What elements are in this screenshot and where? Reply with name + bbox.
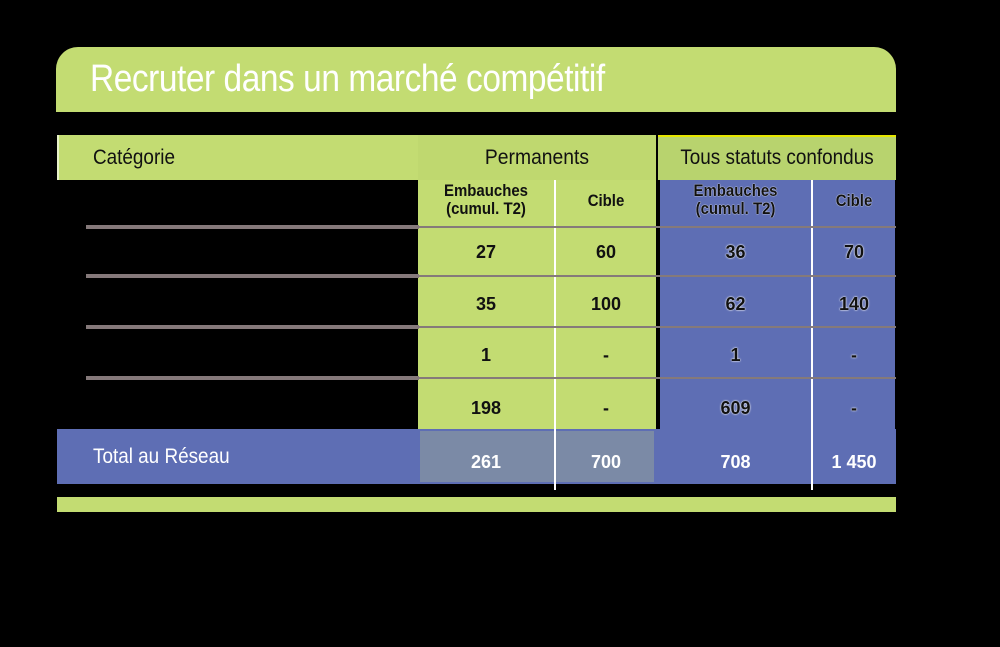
cell-tous-cible: - <box>851 398 857 418</box>
total-divider <box>554 429 556 487</box>
permanents-column <box>418 135 656 429</box>
total-divider <box>811 429 813 487</box>
permanents-column-divider <box>554 180 556 490</box>
cell-perm-embauches: 27 <box>475 242 497 262</box>
total-label: Total au Réseau <box>93 445 230 468</box>
cell-tous-embauches: 62 <box>725 294 746 314</box>
cell-tous-cible: 140 <box>838 294 870 314</box>
cell-tous-cible: 70 <box>843 242 865 262</box>
cell-perm-cible: - <box>603 398 609 418</box>
cell-tous-embauches: 609 <box>720 398 751 418</box>
cell-perm-embauches: 35 <box>475 294 497 314</box>
row-separator <box>86 376 419 380</box>
total-permanents-block <box>420 431 654 482</box>
perm-embauches-subheader: Embauches (cumul. T2) <box>426 182 546 218</box>
row-separator <box>419 326 896 328</box>
total-perm-embauches: 261 <box>470 452 502 472</box>
cell-tous-embauches: 1 <box>730 345 741 365</box>
cell-perm-embauches: 198 <box>470 398 502 418</box>
subheader-line: Embauches <box>693 181 778 200</box>
total-perm-cible: 700 <box>590 452 622 472</box>
row-separator <box>86 325 419 329</box>
bottom-bar <box>57 497 896 512</box>
tous-cible-subheader: Cible <box>835 191 873 210</box>
tous-embauches-subheader: Embauches (cumul. T2) <box>669 182 802 218</box>
title-banner <box>56 47 896 112</box>
row-separator <box>86 274 419 278</box>
perm-cible-subheader: Cible <box>587 191 625 210</box>
tous-statuts-header: Tous statuts confondus <box>680 146 874 169</box>
category-header: Catégorie <box>93 146 175 169</box>
cell-perm-cible: 100 <box>590 294 622 314</box>
row-separator <box>419 275 896 277</box>
page-title: Recruter dans un marché compétitif <box>90 58 605 100</box>
total-tous-embauches: 708 <box>720 452 751 472</box>
row-separator <box>86 225 419 229</box>
permanents-header-cell <box>418 135 656 180</box>
group-gap <box>656 180 660 429</box>
tous-statuts-column-divider <box>811 180 813 490</box>
subheader-line: (cumul. T2) <box>446 199 526 218</box>
cell-tous-cible: - <box>851 345 857 365</box>
subheader-line: Embauches <box>444 181 528 200</box>
row-separator <box>419 377 896 379</box>
tous-statuts-header-cell <box>658 135 896 180</box>
tous-statuts-column <box>660 180 895 429</box>
category-header-cell <box>57 135 419 180</box>
cell-perm-cible: 60 <box>595 242 617 262</box>
total-tous-cible: 1 450 <box>831 452 877 472</box>
cell-perm-embauches: 1 <box>480 345 491 365</box>
row-separator <box>419 226 896 228</box>
subheader-line: (cumul. T2) <box>695 199 776 218</box>
cell-perm-cible: - <box>603 345 609 365</box>
cell-tous-embauches: 36 <box>725 242 746 262</box>
permanents-header: Permanents <box>484 146 590 169</box>
